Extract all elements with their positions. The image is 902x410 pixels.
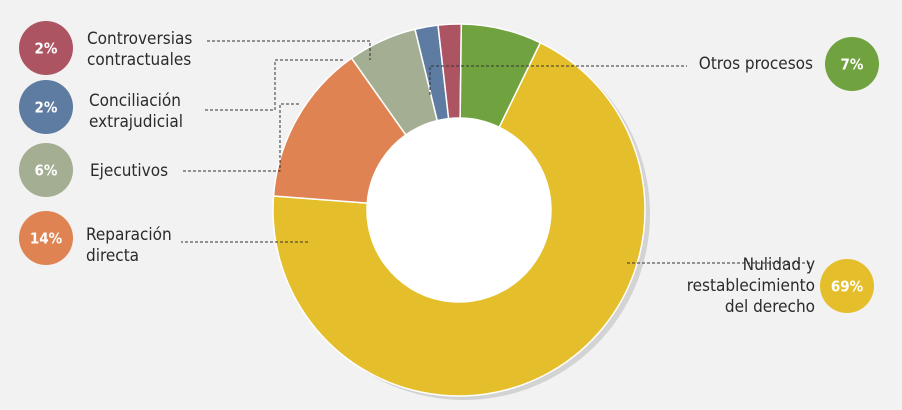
percent-badge <box>19 211 73 265</box>
slice-label: Otros procesos <box>699 54 813 74</box>
percent-badge <box>825 37 879 91</box>
percent-badge <box>820 259 874 313</box>
percent-badge <box>19 21 73 75</box>
leader-line <box>429 65 687 95</box>
data-label: 14% <box>30 230 63 248</box>
leader-line <box>205 59 345 111</box>
leader-line <box>207 40 371 60</box>
data-label: 2% <box>35 40 58 58</box>
slice-label: Nulidad y restablecimiento del derecho <box>687 255 815 317</box>
slice-label: Reparación directa <box>86 225 172 266</box>
data-label: 7% <box>841 56 864 74</box>
slice-label: Ejecutivos <box>90 161 168 181</box>
data-label: 69% <box>831 278 864 296</box>
donut-hole <box>367 118 551 302</box>
percent-badge <box>19 143 73 197</box>
slice-label: Controversias contractuales <box>87 29 192 70</box>
data-label: 2% <box>35 99 58 117</box>
percent-badge <box>19 80 73 134</box>
leader-line <box>183 103 300 172</box>
slice-label: Conciliación extrajudicial <box>89 91 183 132</box>
data-label: 6% <box>35 162 58 180</box>
